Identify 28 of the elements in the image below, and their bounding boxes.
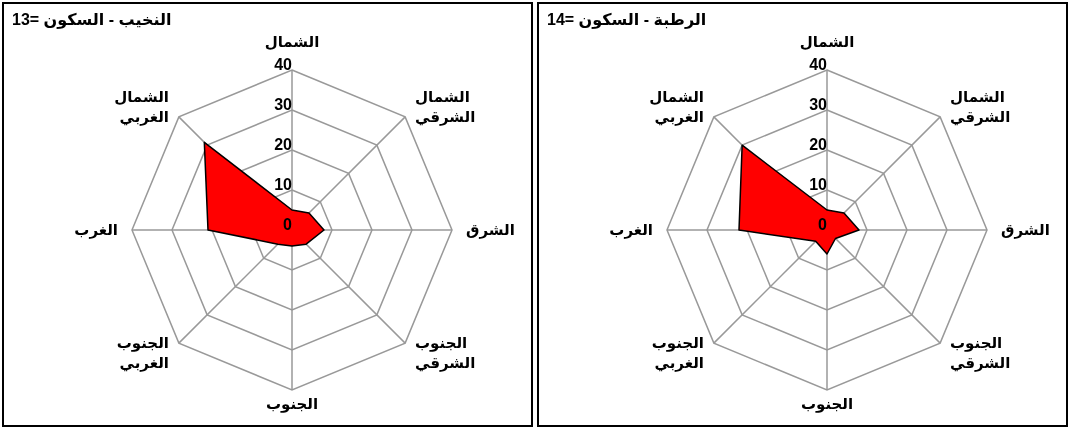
spoke-label: الغرب (609, 221, 653, 239)
spoke-label: الجنوب (265, 395, 319, 413)
spoke-label: الشرق (1001, 221, 1050, 239)
spoke-label: الجنوب الشرقي (415, 334, 476, 373)
spoke-label: الشمال الشرقي (950, 87, 1011, 126)
chart-title: النخيب - السكون =13 (12, 10, 172, 29)
spoke-label: الشمال الغربي (649, 87, 704, 126)
spoke-label: الشمال (264, 33, 320, 50)
y-tick-label: 30 (809, 96, 828, 113)
y-tick-label: 40 (274, 56, 293, 73)
y-tick-label: 20 (809, 136, 828, 153)
spoke-label: الغرب (74, 221, 118, 239)
y-tick-label: 10 (809, 176, 828, 193)
spoke-label: الجنوب الغربي (651, 334, 704, 373)
chart-title: الرطبة - السكون =14 (547, 10, 707, 29)
spoke-label: الجنوب الغربي (116, 334, 169, 373)
spoke-label: الجنوب (800, 395, 854, 413)
y-tick-label: 30 (274, 96, 293, 113)
spoke-label: الجنوب الشرقي (950, 334, 1011, 373)
y-tick-label: 10 (274, 176, 293, 193)
spoke-label: الشمال (799, 33, 855, 50)
y-tick-label: 0 (283, 216, 293, 233)
spoke-label: الشرق (466, 221, 515, 239)
spoke-label: الشمال الغربي (114, 87, 169, 126)
spoke-label: الشمال الشرقي (415, 87, 476, 126)
y-tick-label: 0 (818, 216, 828, 233)
y-tick-label: 20 (274, 136, 293, 153)
y-tick-label: 40 (809, 56, 828, 73)
